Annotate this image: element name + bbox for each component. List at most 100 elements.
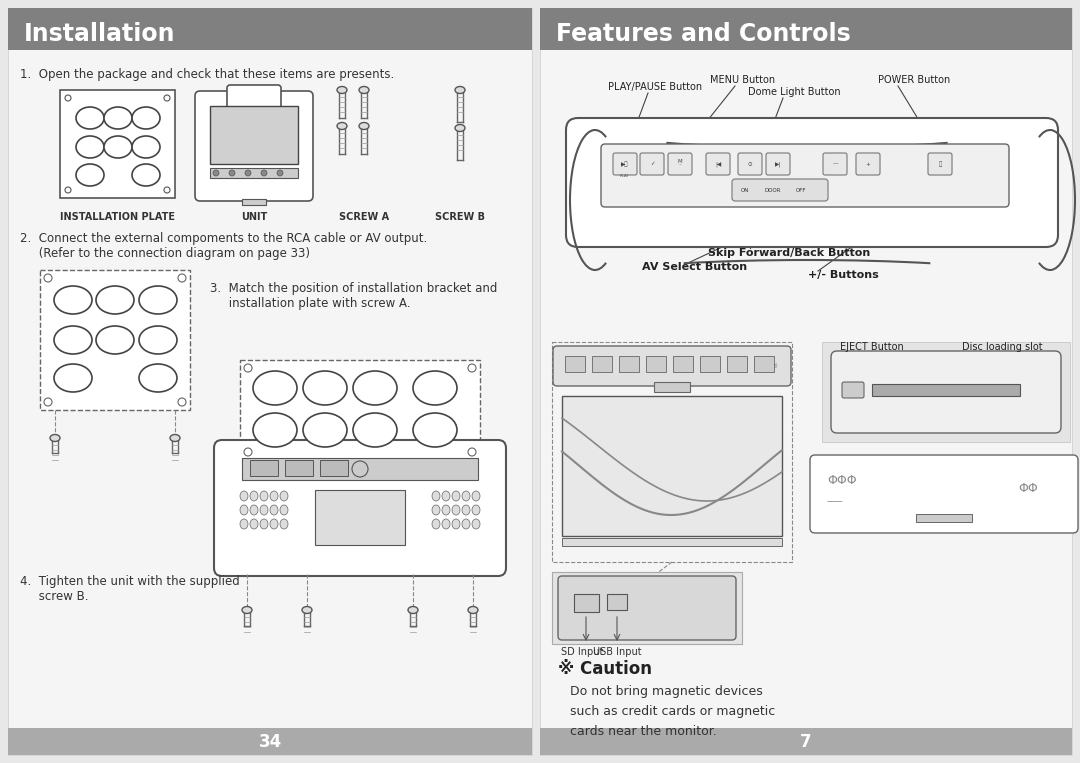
Ellipse shape [359, 86, 369, 94]
Ellipse shape [462, 491, 470, 501]
Ellipse shape [229, 170, 235, 176]
Text: 2.  Connect the external compoments to the RCA cable or AV output.
     (Refer t: 2. Connect the external compoments to th… [21, 232, 428, 260]
Ellipse shape [353, 413, 397, 447]
Ellipse shape [270, 505, 278, 515]
Ellipse shape [472, 519, 480, 529]
Text: ✓: ✓ [650, 162, 654, 166]
Ellipse shape [468, 364, 476, 372]
Bar [540, 8, 1072, 755]
Ellipse shape [213, 170, 219, 176]
Ellipse shape [280, 519, 288, 529]
Ellipse shape [249, 491, 258, 501]
Bar [285, 460, 313, 476]
Ellipse shape [240, 491, 248, 501]
Ellipse shape [468, 607, 478, 613]
Bar [700, 356, 720, 372]
FancyBboxPatch shape [553, 346, 791, 386]
Ellipse shape [132, 136, 160, 158]
Ellipse shape [442, 519, 450, 529]
Ellipse shape [253, 413, 297, 447]
Ellipse shape [164, 187, 170, 193]
Bar [872, 384, 1020, 396]
Ellipse shape [139, 364, 177, 392]
Ellipse shape [104, 107, 132, 129]
Text: |◀: |◀ [715, 161, 721, 167]
Bar [540, 728, 1072, 755]
Ellipse shape [472, 491, 480, 501]
Ellipse shape [353, 371, 397, 405]
Ellipse shape [253, 371, 297, 405]
Ellipse shape [413, 413, 457, 447]
Text: UNIT: UNIT [241, 212, 267, 222]
FancyBboxPatch shape [928, 153, 951, 175]
Text: ——: —— [827, 497, 843, 507]
Text: EJECT Button: EJECT Button [840, 342, 904, 352]
Bar [40, 270, 190, 410]
Text: ▶⏸: ▶⏸ [621, 161, 629, 167]
Ellipse shape [249, 505, 258, 515]
Ellipse shape [76, 136, 104, 158]
Ellipse shape [164, 95, 170, 101]
FancyBboxPatch shape [600, 144, 1009, 207]
FancyBboxPatch shape [669, 153, 692, 175]
Text: PLAY: PLAY [620, 174, 630, 178]
Ellipse shape [442, 491, 450, 501]
Ellipse shape [453, 491, 460, 501]
FancyBboxPatch shape [842, 382, 864, 398]
Bar [592, 356, 612, 372]
Bar [210, 168, 298, 178]
Text: SD Input: SD Input [561, 647, 604, 657]
FancyBboxPatch shape [214, 440, 507, 576]
Ellipse shape [462, 519, 470, 529]
Ellipse shape [178, 274, 186, 282]
Bar [562, 396, 782, 536]
Text: M
⁻: M ⁻ [677, 159, 683, 169]
Bar [654, 382, 690, 392]
Ellipse shape [178, 398, 186, 406]
Bar [315, 490, 405, 545]
FancyBboxPatch shape [810, 455, 1078, 533]
Text: USB Input: USB Input [593, 647, 642, 657]
Bar [8, 8, 532, 755]
FancyBboxPatch shape [558, 576, 735, 640]
Ellipse shape [280, 491, 288, 501]
Bar [320, 460, 348, 476]
FancyBboxPatch shape [766, 153, 789, 175]
Text: SCREW A: SCREW A [339, 212, 389, 222]
Ellipse shape [54, 286, 92, 314]
Ellipse shape [276, 170, 283, 176]
FancyBboxPatch shape [640, 153, 664, 175]
Text: 34: 34 [258, 733, 282, 751]
Bar [646, 356, 666, 372]
Ellipse shape [408, 607, 418, 613]
Text: Installation: Installation [24, 22, 175, 46]
FancyBboxPatch shape [732, 179, 828, 201]
Ellipse shape [50, 434, 60, 442]
Text: Dome Light Button: Dome Light Button [748, 87, 840, 97]
Ellipse shape [432, 491, 440, 501]
Bar [822, 342, 1070, 442]
Text: Skip Forward/Back Button: Skip Forward/Back Button [708, 248, 870, 258]
Text: SCREW B: SCREW B [435, 212, 485, 222]
Bar [242, 199, 266, 205]
Bar [727, 356, 747, 372]
Ellipse shape [132, 164, 160, 186]
Ellipse shape [260, 491, 268, 501]
Text: Features and Controls: Features and Controls [556, 22, 851, 46]
Text: Do not bring magnetic devices
such as credit cards or magnetic
cards near the mo: Do not bring magnetic devices such as cr… [570, 685, 775, 738]
Bar [8, 728, 532, 755]
Bar [607, 594, 627, 610]
Text: DOOR: DOOR [765, 188, 781, 192]
Ellipse shape [104, 136, 132, 158]
Ellipse shape [242, 607, 252, 613]
Bar [565, 356, 585, 372]
Ellipse shape [453, 519, 460, 529]
Ellipse shape [352, 461, 368, 477]
FancyBboxPatch shape [195, 91, 313, 201]
Ellipse shape [65, 95, 71, 101]
Ellipse shape [270, 519, 278, 529]
Bar [573, 594, 599, 612]
FancyBboxPatch shape [738, 153, 762, 175]
Ellipse shape [270, 491, 278, 501]
FancyBboxPatch shape [823, 153, 847, 175]
